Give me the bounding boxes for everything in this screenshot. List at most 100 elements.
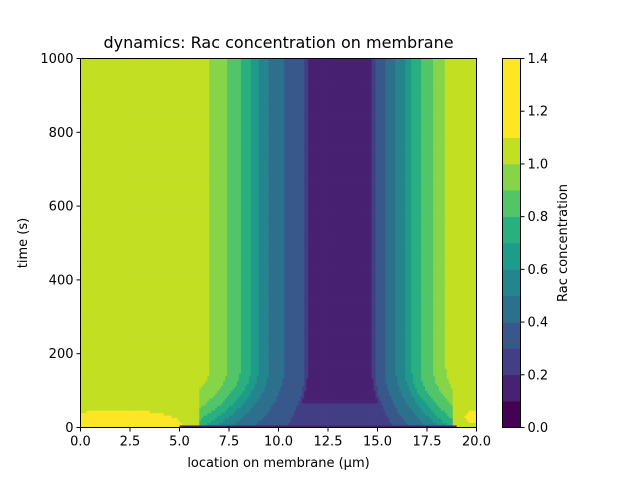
contour-cell xyxy=(452,407,456,411)
contour-cell xyxy=(298,400,301,404)
contour-cell xyxy=(464,422,467,426)
contour-cell xyxy=(339,402,343,406)
contour-cell xyxy=(288,395,291,399)
contour-cell xyxy=(335,415,339,419)
contour-cell xyxy=(258,397,262,401)
contour-cell xyxy=(391,415,394,419)
contour-cell xyxy=(399,415,402,419)
contour-cell xyxy=(258,410,262,414)
contour-cell xyxy=(104,417,107,421)
contour-cell xyxy=(217,425,220,428)
contour-cell xyxy=(211,420,214,423)
contour-cell xyxy=(230,412,234,416)
contour-cell xyxy=(183,407,186,411)
contour-cell xyxy=(102,402,105,406)
contour-cell xyxy=(120,407,123,411)
contour-cell xyxy=(407,420,410,423)
contour-cell xyxy=(211,415,214,419)
contour-cell xyxy=(282,412,285,416)
contour-cell xyxy=(183,400,186,404)
contour-cell xyxy=(80,400,83,404)
contour-cell xyxy=(363,422,367,426)
contour-cell xyxy=(353,425,357,428)
contour-cell xyxy=(450,410,454,414)
contour-cell xyxy=(211,425,214,428)
contour-cell xyxy=(248,410,252,414)
contour-cell xyxy=(411,425,414,428)
contour-cell xyxy=(272,412,275,416)
contour-cell xyxy=(217,402,220,406)
contour-cell xyxy=(407,405,410,409)
contour-cell xyxy=(329,412,333,416)
contour-cell xyxy=(234,402,238,406)
contour-cell xyxy=(106,395,109,399)
contour-cell xyxy=(262,417,266,421)
contour-cell xyxy=(474,397,477,401)
contour-cell xyxy=(149,402,153,406)
contour-cell xyxy=(260,407,264,411)
contour-cell xyxy=(335,425,339,428)
contour-cell xyxy=(126,417,129,421)
contour-cell xyxy=(155,402,159,406)
contour-cell xyxy=(195,422,198,426)
contour-cell xyxy=(153,410,157,414)
contour-cell xyxy=(389,422,392,426)
contour-cell xyxy=(193,422,196,426)
contour-cell xyxy=(292,420,295,423)
contour-cell xyxy=(337,405,341,409)
contour-cell xyxy=(173,397,176,401)
contour-cell xyxy=(341,400,345,404)
contour-cell xyxy=(90,407,93,411)
contour-cell xyxy=(365,425,368,428)
contour-cell xyxy=(456,420,460,423)
contour-cell xyxy=(135,397,139,401)
contour-cell xyxy=(381,402,384,406)
contour-cell xyxy=(385,405,388,409)
contour-cell xyxy=(326,397,329,401)
contour-cell xyxy=(270,417,273,421)
contour-cell xyxy=(223,397,226,401)
contour-cell xyxy=(399,407,402,411)
contour-cell xyxy=(201,407,204,411)
contour-cell xyxy=(246,410,250,414)
contour-cell xyxy=(377,400,380,404)
contour-cell xyxy=(365,417,368,421)
contour-cell xyxy=(258,412,262,416)
contour-cell xyxy=(250,425,254,428)
contour-cell xyxy=(197,422,200,426)
contour-cell xyxy=(274,425,277,428)
contour-cell xyxy=(308,402,311,406)
contour-cell xyxy=(167,412,170,416)
contour-cell xyxy=(472,412,475,416)
contour-cell xyxy=(345,420,349,423)
contour-cell xyxy=(183,397,186,401)
contour-cell xyxy=(181,425,184,428)
contour-cell xyxy=(221,402,224,406)
contour-cell xyxy=(100,410,103,414)
contour-cell xyxy=(171,417,174,421)
contour-cell xyxy=(425,397,428,401)
contour-cell xyxy=(199,397,202,401)
contour-cell xyxy=(171,400,174,404)
contour-cell xyxy=(314,415,317,419)
contour-cell xyxy=(215,422,218,426)
contour-cell xyxy=(135,412,139,416)
contour-cell xyxy=(385,422,388,426)
contour-cell xyxy=(407,402,410,406)
contour-cell xyxy=(262,400,266,404)
contour-cell xyxy=(244,395,248,399)
contour-cell xyxy=(421,397,424,401)
contour-cell xyxy=(227,422,230,426)
contour-cell xyxy=(96,395,99,399)
contour-cell xyxy=(379,412,382,416)
contour-cell xyxy=(187,400,190,404)
contour-cell xyxy=(458,420,462,423)
contour-cell xyxy=(458,422,462,426)
contour-cell xyxy=(205,405,208,409)
contour-cell xyxy=(411,415,414,419)
contour-cell xyxy=(153,417,157,421)
contour-cell xyxy=(393,420,396,423)
contour-cell xyxy=(353,417,357,421)
contour-cell xyxy=(458,407,462,411)
contour-cell xyxy=(387,422,390,426)
